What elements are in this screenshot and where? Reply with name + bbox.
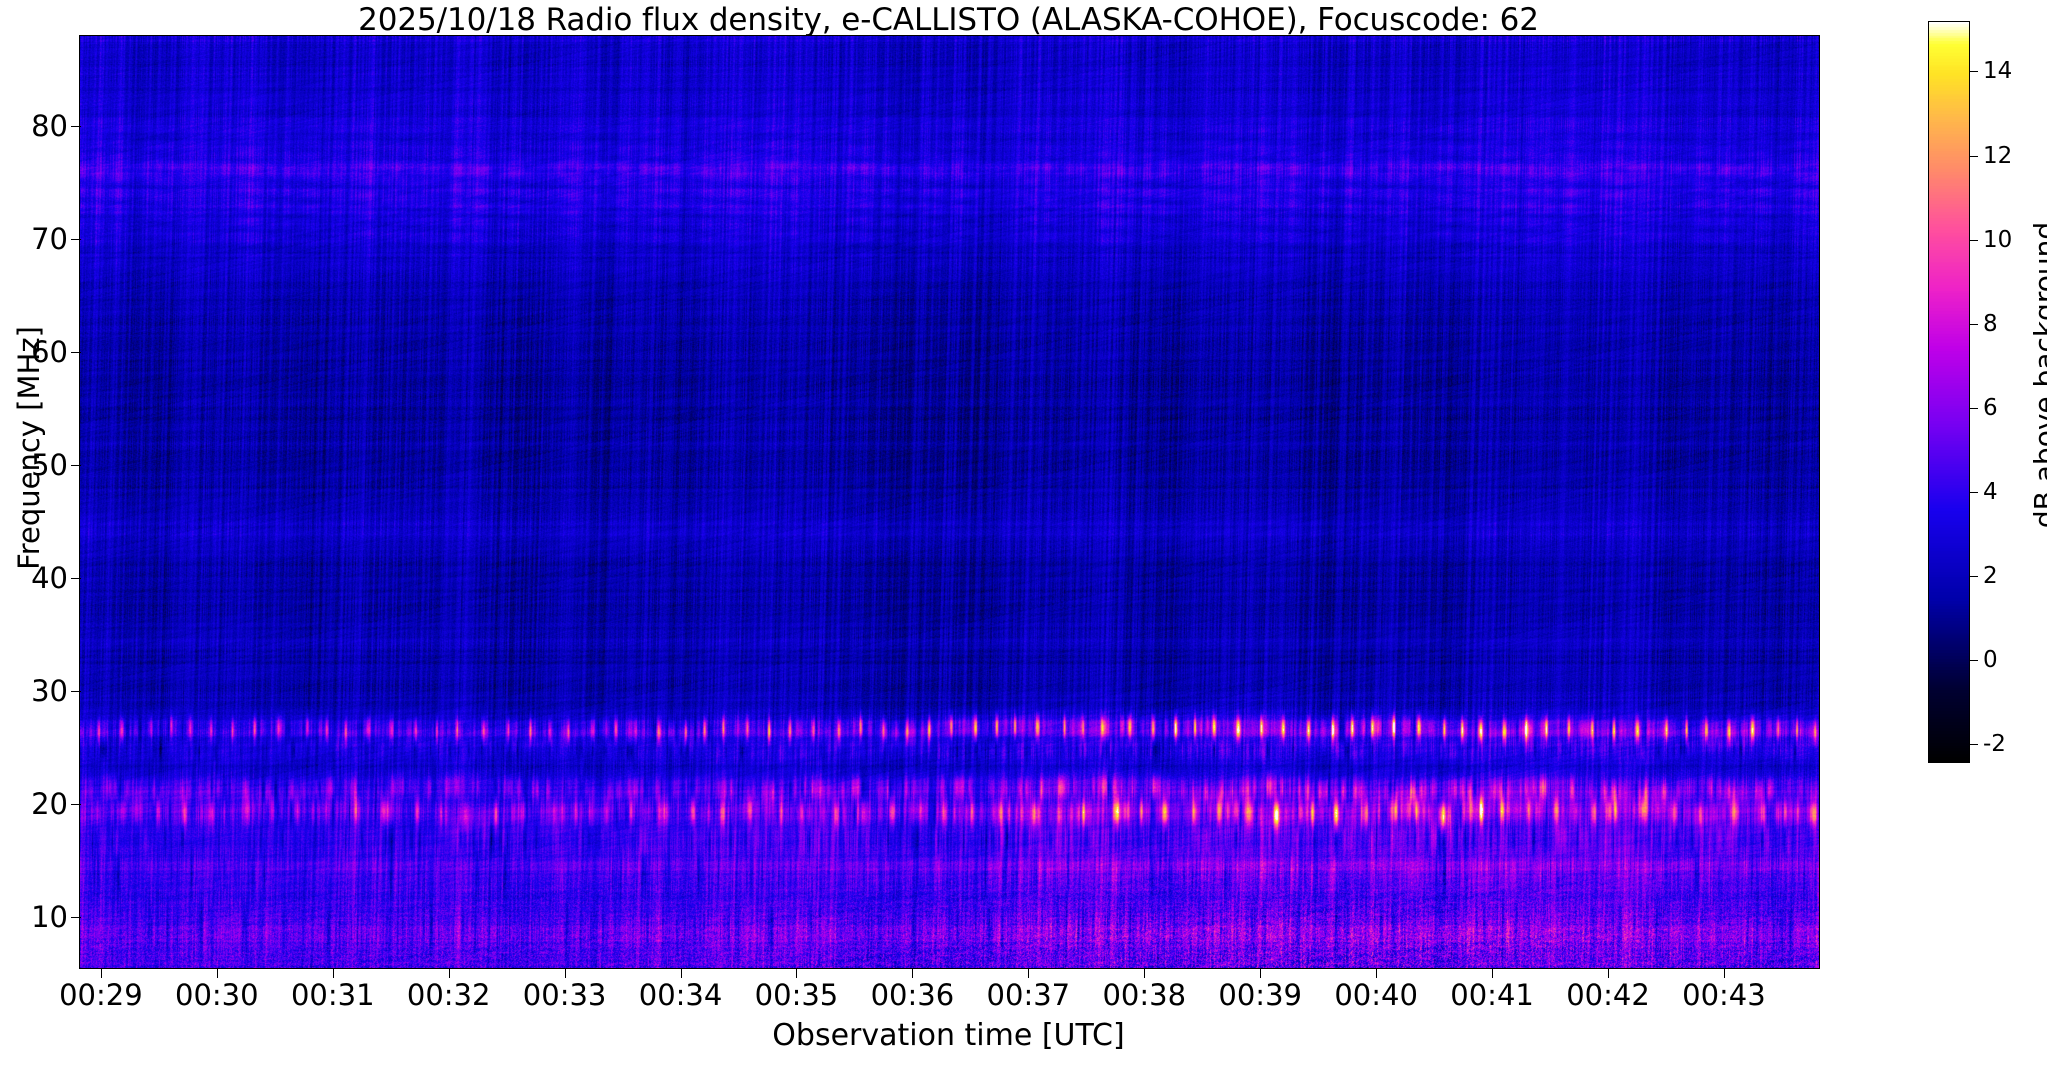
x-tick-label: 00:29 <box>59 978 143 1012</box>
colorbar-tick-mark <box>1969 576 1978 577</box>
x-tick-mark <box>100 968 102 978</box>
x-tick-mark <box>1723 968 1725 978</box>
colorbar-tick-label: 6 <box>1983 394 1998 421</box>
y-tick-label: 30 <box>31 674 68 709</box>
y-tick-mark <box>71 352 81 354</box>
x-tick-label: 00:43 <box>1682 978 1766 1012</box>
y-tick-label: 10 <box>31 900 68 935</box>
x-tick-label: 00:38 <box>1102 978 1187 1012</box>
x-tick-mark <box>796 968 798 978</box>
x-tick-label: 00:37 <box>986 978 1071 1012</box>
x-tick-label: 00:34 <box>638 978 723 1012</box>
x-tick-label: 00:32 <box>406 978 491 1012</box>
y-tick-mark <box>71 239 81 241</box>
x-tick-mark <box>1608 968 1609 978</box>
spectrogram-image <box>80 36 1819 968</box>
x-tick-mark <box>564 968 566 978</box>
colorbar-tick-mark <box>1969 155 1978 157</box>
colorbar-label: dB above background <box>2028 221 2047 529</box>
spectrogram-axes[interactable] <box>79 35 1820 969</box>
y-tick-label: 70 <box>31 222 68 257</box>
y-tick-label: 50 <box>31 448 68 483</box>
y-tick-mark <box>71 691 81 693</box>
colorbar-tick-label: 8 <box>1983 310 1998 337</box>
x-tick-mark <box>1144 968 1146 978</box>
x-tick-label: 00:35 <box>754 978 839 1012</box>
x-tick-mark <box>680 968 682 978</box>
colorbar-tick-mark <box>1969 71 1978 73</box>
colorbar-tick-label: -2 <box>1983 731 2006 758</box>
colorbar-tick-label: 0 <box>1983 647 1998 674</box>
x-tick-label: 00:33 <box>522 978 607 1012</box>
colorbar-tick-mark <box>1969 744 1978 746</box>
x-tick-label: 00:30 <box>175 978 259 1012</box>
x-tick-label: 00:41 <box>1450 978 1534 1012</box>
x-axis-label: Observation time [UTC] <box>772 1018 1125 1053</box>
y-tick-label: 40 <box>31 561 68 596</box>
x-tick-label: 00:31 <box>290 978 375 1012</box>
colorbar-gradient <box>1929 22 1969 762</box>
colorbar-tick-label: 10 <box>1983 226 2013 253</box>
x-tick-mark <box>216 968 218 978</box>
colorbar-tick-mark <box>1969 323 1978 325</box>
colorbar-tick-label: 4 <box>1983 478 1998 505</box>
y-tick-mark <box>71 917 81 919</box>
colorbar-tick-mark <box>1969 239 1978 241</box>
colorbar-tick-label: 2 <box>1983 563 1998 589</box>
x-tick-mark <box>1260 968 1262 978</box>
colorbar-axes <box>1928 21 1970 763</box>
x-tick-label: 00:42 <box>1566 978 1650 1012</box>
x-tick-mark <box>448 968 450 978</box>
figure-title: 2025/10/18 Radio flux density, e-CALLIST… <box>358 2 1539 38</box>
y-tick-mark <box>71 126 81 128</box>
y-tick-label: 20 <box>31 787 68 822</box>
x-tick-label: 00:36 <box>870 978 955 1012</box>
colorbar-tick-mark <box>1969 491 1978 493</box>
colorbar-tick-mark <box>1969 407 1978 409</box>
y-tick-mark <box>71 465 81 467</box>
x-tick-label: 00:39 <box>1218 978 1302 1012</box>
x-tick-mark <box>1376 968 1378 978</box>
colorbar-tick-label: 14 <box>1983 58 2013 85</box>
y-tick-mark <box>71 578 81 580</box>
colorbar-tick-label: 12 <box>1983 142 2013 169</box>
y-tick-mark <box>71 804 81 806</box>
x-tick-label: 00:40 <box>1334 978 1418 1012</box>
y-tick-label: 80 <box>31 109 68 144</box>
colorbar-tick-mark <box>1969 660 1978 662</box>
x-tick-mark <box>332 968 334 978</box>
x-tick-mark <box>912 968 914 978</box>
x-tick-mark <box>1028 968 1030 978</box>
x-tick-mark <box>1492 968 1494 978</box>
y-tick-label: 60 <box>31 335 68 370</box>
